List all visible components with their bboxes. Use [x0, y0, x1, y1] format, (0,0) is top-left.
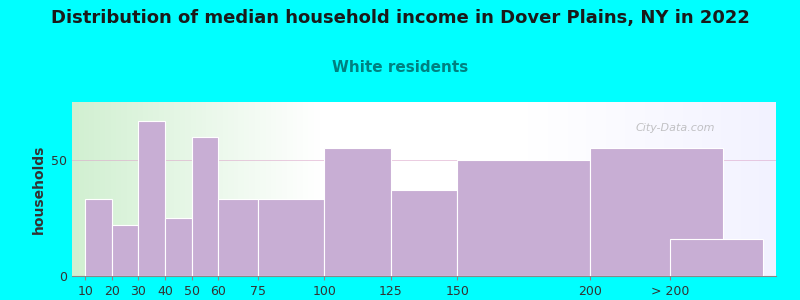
Bar: [218, 200, 258, 276]
Bar: [191, 137, 218, 276]
Bar: [324, 148, 390, 276]
Bar: [165, 218, 191, 276]
Text: Distribution of median household income in Dover Plains, NY in 2022: Distribution of median household income …: [50, 9, 750, 27]
Bar: [138, 121, 165, 276]
Text: White residents: White residents: [332, 60, 468, 75]
Y-axis label: households: households: [31, 144, 46, 234]
Bar: [112, 225, 138, 276]
Bar: [390, 190, 458, 276]
Text: City-Data.com: City-Data.com: [635, 123, 714, 133]
Bar: [670, 239, 762, 276]
Bar: [458, 160, 590, 276]
Bar: [86, 200, 112, 276]
Bar: [258, 200, 324, 276]
Bar: [590, 148, 723, 276]
